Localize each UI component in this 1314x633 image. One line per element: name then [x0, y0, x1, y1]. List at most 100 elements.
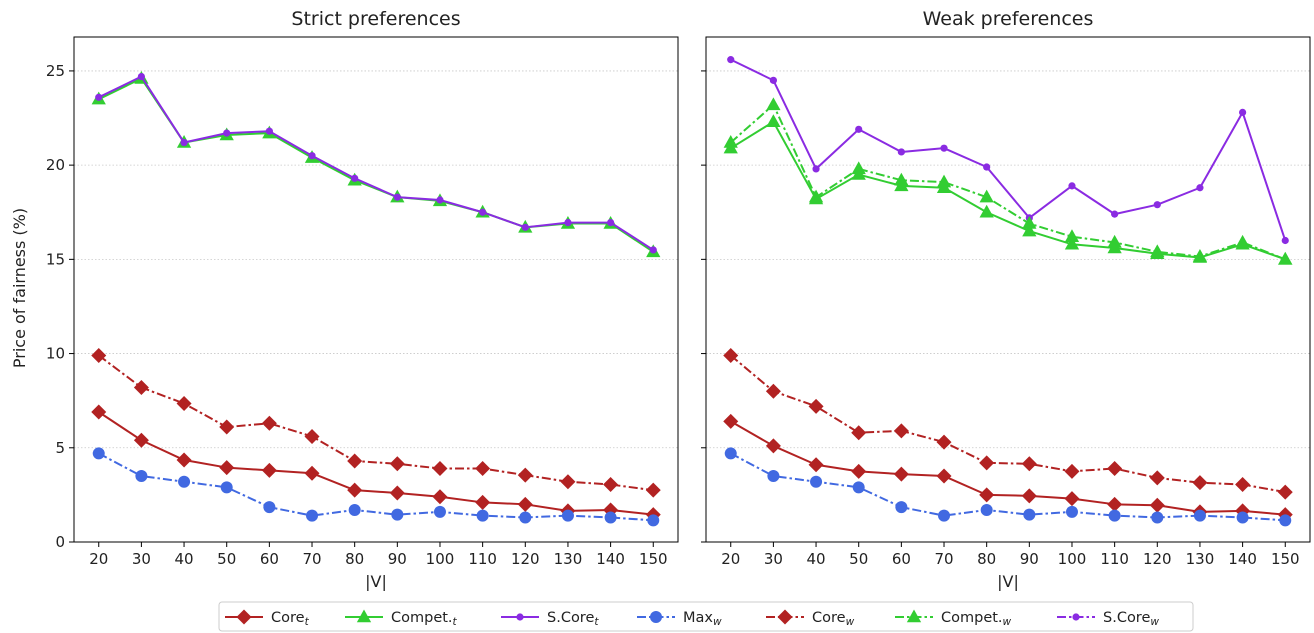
- legend-item-compet_w: Compet.w: [895, 609, 1012, 628]
- data-point: [1235, 477, 1251, 493]
- y-tick-label: 20: [46, 156, 65, 174]
- x-axis-label: |V|: [997, 572, 1019, 591]
- x-tick-label: 110: [1100, 550, 1129, 568]
- data-point: [647, 514, 660, 527]
- legend-marker: [1072, 613, 1080, 621]
- data-point: [852, 481, 865, 494]
- series-max_w: [92, 447, 660, 527]
- data-point: [604, 511, 617, 524]
- series-line: [730, 420, 1286, 516]
- series-core_w: [723, 347, 1293, 500]
- data-point: [979, 189, 994, 203]
- data-point: [1021, 488, 1037, 504]
- data-point: [1022, 216, 1037, 229]
- data-point: [263, 501, 276, 514]
- y-tick-label: 0: [55, 533, 65, 551]
- plot-frame: [705, 36, 1311, 543]
- data-point: [808, 398, 824, 414]
- data-point: [980, 503, 993, 516]
- data-point: [765, 438, 781, 454]
- data-point: [92, 447, 105, 460]
- data-point: [219, 460, 235, 476]
- legend-marker: [236, 609, 252, 625]
- data-point: [1236, 511, 1249, 524]
- data-point: [391, 508, 404, 521]
- data-point: [603, 477, 619, 493]
- data-point: [855, 125, 863, 133]
- data-point: [1023, 508, 1036, 521]
- data-point: [1277, 484, 1293, 500]
- data-point: [769, 76, 777, 84]
- data-point: [261, 462, 277, 478]
- data-point: [979, 455, 995, 471]
- data-point: [308, 152, 316, 160]
- x-tick-label: 50: [849, 550, 868, 568]
- x-tick-label: 120: [1143, 550, 1172, 568]
- legend-item-core_t: Coret: [225, 609, 310, 628]
- legend-label: Coret: [271, 610, 310, 628]
- data-point: [1068, 182, 1076, 190]
- data-point: [95, 93, 103, 101]
- data-point: [389, 456, 405, 472]
- x-tick-label: 140: [1228, 550, 1257, 568]
- data-point: [133, 432, 149, 448]
- data-point: [561, 509, 574, 522]
- x-tick-label: 110: [468, 550, 497, 568]
- data-point: [1108, 509, 1121, 522]
- data-point: [1111, 210, 1119, 218]
- panel-title: Weak preferences: [923, 8, 1094, 30]
- series-line: [730, 452, 1286, 522]
- panel-title: Strict preferences: [291, 8, 460, 30]
- legend-item-score_w: S.Corew: [1057, 610, 1159, 628]
- legend-item-core_w: Corew: [766, 609, 855, 628]
- series-line: [98, 75, 654, 251]
- series-line: [730, 120, 1286, 261]
- data-point: [137, 72, 145, 81]
- series-line: [730, 354, 1286, 494]
- data-point: [475, 461, 491, 477]
- data-point: [895, 501, 908, 514]
- data-point: [1107, 461, 1123, 477]
- data-point: [219, 419, 235, 435]
- data-point: [851, 161, 866, 175]
- data-point: [135, 470, 148, 483]
- data-point: [393, 193, 401, 201]
- data-point: [1153, 201, 1161, 209]
- legend-item-compet_t: Compet.t: [345, 609, 458, 628]
- data-point: [347, 453, 363, 469]
- data-point: [1192, 249, 1208, 262]
- series-compet_t: [91, 70, 661, 258]
- legend-label: S.Corew: [1103, 610, 1159, 628]
- data-point: [1107, 234, 1122, 248]
- data-point: [724, 447, 737, 460]
- data-point: [936, 434, 952, 450]
- x-tick-label: 50: [217, 550, 236, 568]
- data-point: [1239, 108, 1247, 116]
- x-tick-label: 30: [764, 550, 783, 568]
- series-core_w: [91, 347, 661, 498]
- legend-marker: [516, 613, 524, 621]
- data-point: [1064, 236, 1080, 250]
- data-point: [223, 129, 231, 137]
- legend-item-score_t: S.Coret: [501, 610, 599, 628]
- x-tick-label: 20: [89, 550, 108, 568]
- x-axis-label: |V|: [365, 572, 387, 591]
- series-compet_w: [723, 97, 1293, 265]
- legend-label: Maxw: [683, 610, 722, 628]
- data-point: [560, 474, 576, 490]
- x-tick-label: 150: [1271, 550, 1300, 568]
- data-point: [178, 475, 191, 488]
- plot-frame: [73, 36, 679, 543]
- series-line: [730, 58, 1287, 241]
- data-point: [261, 415, 277, 431]
- data-point: [767, 470, 780, 483]
- data-point: [723, 413, 739, 429]
- data-point: [936, 468, 952, 484]
- data-point: [1192, 475, 1208, 491]
- data-point: [893, 423, 909, 439]
- data-point: [432, 489, 448, 505]
- series-core_t: [723, 413, 1293, 523]
- data-point: [1021, 456, 1037, 472]
- x-tick-label: 100: [1058, 550, 1087, 568]
